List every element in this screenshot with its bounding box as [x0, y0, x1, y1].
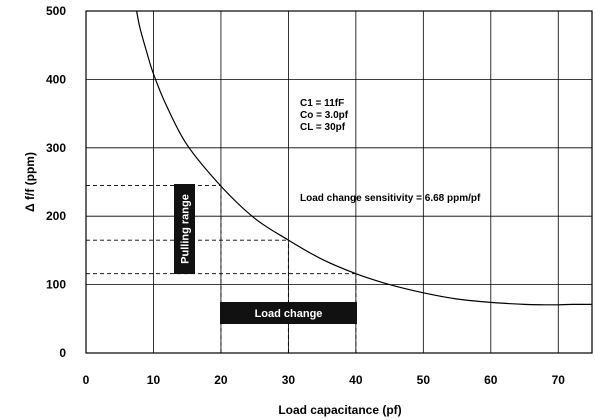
param-co: Co = 3.0pf [300, 110, 349, 121]
x-tick-label: 40 [349, 373, 363, 387]
pulling-range-label: Pulling range [180, 194, 192, 264]
grid-lines [86, 11, 592, 353]
pulling-range-rect [174, 184, 195, 274]
y-tick-label: 0 [59, 346, 66, 360]
y-tick-label: 400 [46, 72, 66, 86]
x-tick-label: 50 [417, 373, 431, 387]
y-tick-label: 100 [46, 278, 66, 292]
load-change-label: Load change [255, 308, 323, 320]
y-axis-title: Δ f/f (ppm) [23, 152, 37, 212]
load-change-box: Load change [220, 302, 357, 324]
plot-frame [85, 10, 593, 354]
x-tick-label: 10 [147, 373, 161, 387]
load-change-rect [220, 302, 357, 324]
x-tick-label: 60 [484, 373, 498, 387]
y-tick-label: 300 [46, 141, 66, 155]
param-cl: CL = 30pf [300, 122, 346, 133]
x-tick-label: 30 [282, 373, 296, 387]
param-c1: C1 = 11fF [300, 98, 344, 109]
x-axis-title: Load capacitance (pf) [278, 403, 401, 417]
pulling-range-box: Pulling range [174, 184, 195, 274]
x-tick-label: 70 [552, 373, 566, 387]
x-tick-label: 20 [214, 373, 228, 387]
curve-layer [136, 10, 592, 306]
tick-labels: 0 10 20 30 40 50 60 70 0 100 200 300 400 500 [46, 4, 565, 387]
sensitivity-note: Load change sensitivity = 6.68 ppm/pf [300, 193, 481, 204]
sensitivity-curve [136, 10, 592, 306]
y-tick-label: 200 [46, 209, 66, 223]
x-tick-label: 0 [83, 373, 90, 387]
y-tick-label: 500 [46, 4, 66, 18]
